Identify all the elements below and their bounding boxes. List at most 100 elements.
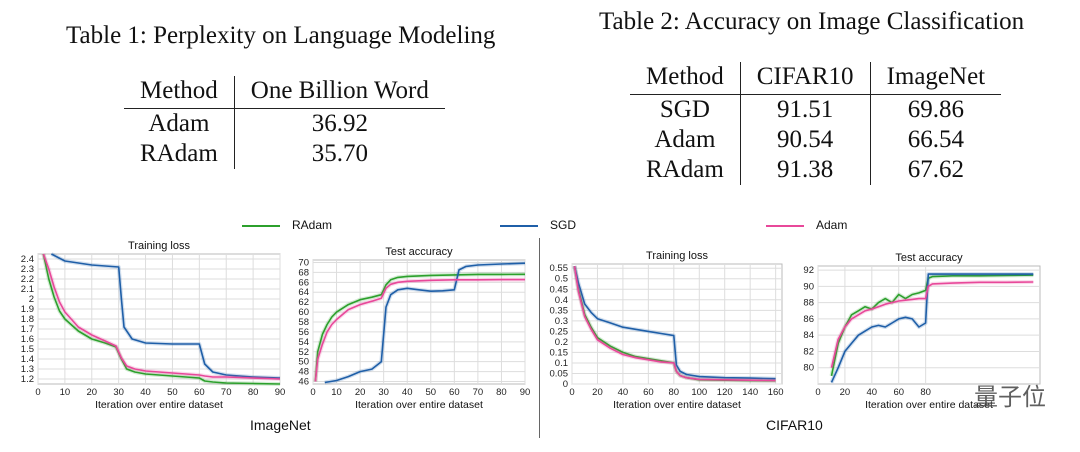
legend-swatch xyxy=(766,224,804,227)
table-cell: Adam xyxy=(124,108,235,139)
y-tick-label: 0.5 xyxy=(555,274,568,285)
y-tick-label: 90 xyxy=(803,281,814,292)
cifar10-training-loss-chart: 0 20 40 60 80 100 120 140 160 00.050.10.150.20.25… xyxy=(550,250,784,411)
y-tick-label: 86 xyxy=(803,314,814,325)
y-tick-label: 1.2 xyxy=(21,374,34,385)
series-line-radam xyxy=(314,273,526,382)
x-tick-label: 80 xyxy=(248,387,259,398)
table-cell: 36.92 xyxy=(311,110,368,137)
y-tick-label: 2 xyxy=(29,294,34,305)
chart-title: Test accuracy xyxy=(385,246,453,258)
y-tick-label: 0.1 xyxy=(555,358,568,369)
x-tick-label: 50 xyxy=(167,387,178,398)
table1: Method One Billion Word Adam 36.92 RAdam… xyxy=(124,76,445,169)
y-tick-label: 66 xyxy=(298,277,309,288)
y-tick-label: 60 xyxy=(298,307,309,318)
y-tick-label: 56 xyxy=(298,327,309,338)
y-tick-label: 68 xyxy=(298,267,309,278)
series-line-sgd xyxy=(324,262,526,384)
x-tick-label: 60 xyxy=(893,387,904,398)
x-tick-label: 0 xyxy=(35,387,40,398)
table-header-cell: CIFAR10 xyxy=(740,62,871,95)
x-tick-label: 50 xyxy=(425,387,436,398)
x-tick-label: 40 xyxy=(867,387,878,398)
plot-area xyxy=(817,265,1041,385)
x-tick-label: 20 xyxy=(86,387,97,398)
x-tick-label: 60 xyxy=(449,387,460,398)
watermark-logo: 量子位 xyxy=(974,384,1046,411)
x-tick-label: 20 xyxy=(355,387,366,398)
y-tick-label: 0 xyxy=(563,379,568,390)
cifar10-test-accuracy-chart: 0 20 40 60 80 80 82 84 86 88 90 92 Test accuracy Iter… xyxy=(803,252,1041,411)
y-tick-label: 1.3 xyxy=(21,364,34,375)
x-tick-label: 20 xyxy=(840,387,851,398)
table-cell: 67.62 xyxy=(907,156,964,183)
y-tick-label: 54 xyxy=(298,337,309,348)
x-tick-label: 160 xyxy=(768,387,784,398)
table-cell: 66.54 xyxy=(907,126,964,153)
y-tick-label: 1.5 xyxy=(21,344,34,355)
y-tick-label: 2.4 xyxy=(21,254,34,265)
table-header-row: Method CIFAR10 ImageNet xyxy=(630,62,1002,95)
y-tick-label: 0.05 xyxy=(550,368,569,379)
x-axis-label: Iteration over entire dataset xyxy=(95,399,223,411)
legend-label: RAdam xyxy=(292,218,333,232)
table2: Method CIFAR10 ImageNet SGD 91.51 69.86 … xyxy=(630,62,1002,185)
x-axis-label: Iteration over entire dataset xyxy=(865,399,993,411)
x-tick-label: 40 xyxy=(402,387,413,398)
x-tick-label: 90 xyxy=(520,387,531,398)
x-tick-label: 40 xyxy=(618,387,629,398)
table2-caption: Table 2: Accuracy on Image Classificatio… xyxy=(599,8,1025,35)
table-cell: SGD xyxy=(630,94,741,125)
imagenet-training-loss-chart: 0 10 20 30 40 50 60 70 80 90 1.21.31.41.51.61.71.8… xyxy=(21,240,286,411)
table-header-cell: One Billion Word xyxy=(234,76,445,109)
table-row: RAdam 35.70 xyxy=(124,139,445,169)
x-tick-label: 60 xyxy=(643,387,654,398)
y-tick-label: 62 xyxy=(298,297,309,308)
series-line-sgd xyxy=(573,265,776,380)
x-tick-label: 120 xyxy=(717,387,733,398)
y-tick-label: 1.7 xyxy=(21,324,34,335)
y-tick-label: 0.15 xyxy=(550,347,569,358)
x-tick-label: 140 xyxy=(742,387,758,398)
table-cell: RAdam xyxy=(630,155,741,185)
x-axis-label: Iteration over entire dataset xyxy=(613,399,741,411)
x-tick-label: 30 xyxy=(378,387,389,398)
y-tick-label: 0.55 xyxy=(550,263,569,274)
table-cell: 69.86 xyxy=(907,96,964,123)
y-tick-label: 1.4 xyxy=(21,354,34,365)
x-tick-label: 20 xyxy=(592,387,603,398)
table-row: SGD 91.51 69.86 xyxy=(630,94,1001,125)
y-tick-label: 52 xyxy=(298,347,309,358)
table-header-row: Method One Billion Word xyxy=(124,76,445,109)
table-row: Adam 90.54 66.54 xyxy=(630,125,1001,155)
series-line-radam xyxy=(42,253,281,385)
legend-label: SGD xyxy=(550,218,577,232)
x-tick-label: 0 xyxy=(310,387,315,398)
x-tick-label: 70 xyxy=(221,387,232,398)
table-header-cell: ImageNet xyxy=(870,62,1002,95)
y-tick-label: 50 xyxy=(298,357,309,368)
y-tick-label: 1.9 xyxy=(21,304,34,315)
y-tick-label: 82 xyxy=(803,346,814,357)
y-tick-label: 48 xyxy=(298,367,309,378)
table-cell: 90.54 xyxy=(740,125,871,155)
series-line-sgd xyxy=(830,273,1034,383)
y-tick-label: 0.3 xyxy=(555,316,568,327)
y-tick-label: 2.1 xyxy=(21,284,34,295)
x-axis-label: Iteration over entire dataset xyxy=(355,399,483,411)
y-tick-label: 0.2 xyxy=(555,337,568,348)
y-tick-label: 46 xyxy=(298,377,309,388)
series-line-radam xyxy=(830,274,1034,377)
x-tick-label: 30 xyxy=(113,387,124,398)
table-cell: RAdam xyxy=(124,139,235,169)
y-tick-label: 2.2 xyxy=(21,274,34,285)
y-tick-label: 92 xyxy=(803,265,814,276)
imagenet-test-accuracy-chart: 0 10 20 30 40 50 60 70 80 90464850525456586062646… xyxy=(298,246,531,411)
series-line-adam xyxy=(830,281,1034,368)
x-tick-label: 90 xyxy=(275,387,286,398)
legend-item-adam: Adam xyxy=(766,218,847,232)
series-line-adam xyxy=(314,278,525,382)
y-tick-label: 0.45 xyxy=(550,284,569,295)
x-tick-label: 60 xyxy=(194,387,205,398)
